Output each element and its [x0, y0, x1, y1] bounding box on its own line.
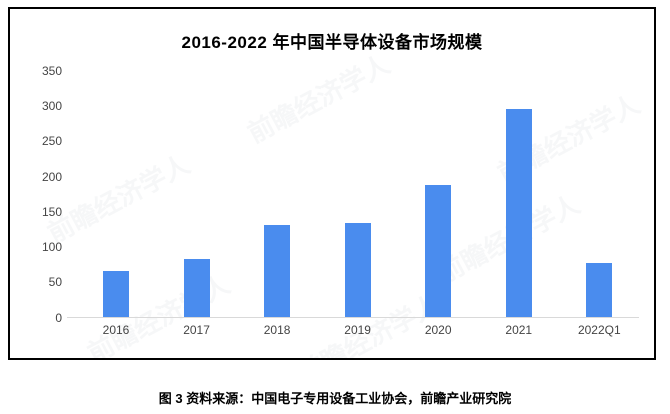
- y-tick-label: 0: [55, 310, 62, 325]
- y-tick-label: 200: [41, 169, 62, 184]
- chart-title: 2016-2022 年中国半导体设备市场规模: [181, 33, 483, 52]
- plot-area: 350 300 250 200 150 100 50 0 2016 2017 2018 2019 20…: [10, 9, 654, 358]
- bar-2018: [264, 224, 291, 317]
- x-tick-label: 2019: [344, 323, 371, 337]
- bar-2019: [344, 222, 371, 317]
- x-tick-label: 2018: [263, 323, 291, 337]
- y-tick-label: 100: [41, 240, 62, 255]
- y-tick-label: 300: [41, 99, 62, 114]
- y-tick-label: 350: [41, 64, 62, 78]
- figure-caption: 图 3 资料来源：中国电子专用设备工业协会，前瞻产业研究院: [158, 391, 512, 406]
- chart-panel: 前瞻经济学人前瞻经济学人前瞻经济学人前瞻经济学人前瞻经济学人前瞻经济学人 201…: [8, 7, 656, 360]
- x-tick-label: 2016: [102, 323, 130, 337]
- y-tick-label: 150: [41, 204, 62, 219]
- y-tick-label: 50: [48, 275, 62, 290]
- x-tick-label: 2020: [424, 323, 452, 337]
- x-tick-label: 2017: [183, 323, 210, 337]
- y-tick-label: 250: [41, 134, 62, 149]
- bar-2020: [425, 185, 452, 317]
- bar-2022Q1: [586, 263, 613, 317]
- x-axis-line: [67, 317, 639, 318]
- x-tick-label: 2022Q1: [577, 323, 621, 337]
- bar-2017: [183, 259, 210, 317]
- x-tick-label: 2021: [505, 323, 533, 337]
- bar-2021: [505, 108, 532, 317]
- bar-2016: [103, 271, 129, 317]
